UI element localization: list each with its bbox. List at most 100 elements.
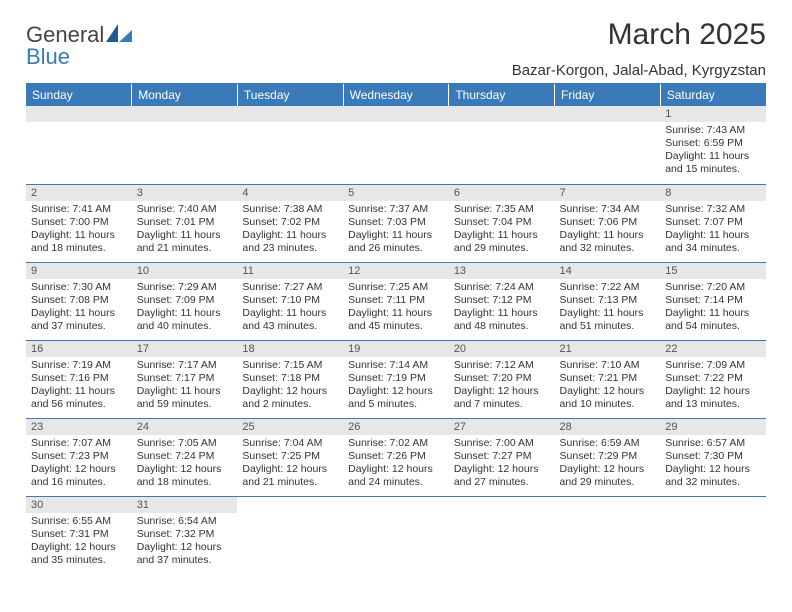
day-details: Sunrise: 6:55 AMSunset: 7:31 PMDaylight:… — [26, 513, 132, 570]
calendar-day-cell: 18Sunrise: 7:15 AMSunset: 7:18 PMDayligh… — [237, 340, 343, 418]
day-details: Sunrise: 7:43 AMSunset: 6:59 PMDaylight:… — [660, 122, 766, 179]
day-number: 12 — [343, 263, 449, 279]
calendar-week-row: 9Sunrise: 7:30 AMSunset: 7:08 PMDaylight… — [26, 262, 766, 340]
sunrise-text: Sunrise: 7:35 AM — [454, 203, 550, 216]
sunset-text: Sunset: 7:06 PM — [560, 216, 656, 229]
sunset-text: Sunset: 7:25 PM — [242, 450, 338, 463]
day-number: 7 — [555, 185, 661, 201]
daylight-text: Daylight: 11 hours and 23 minutes. — [242, 229, 338, 255]
calendar-day-cell: 3Sunrise: 7:40 AMSunset: 7:01 PMDaylight… — [132, 184, 238, 262]
sunrise-text: Sunrise: 7:07 AM — [31, 437, 127, 450]
calendar-day-cell: 14Sunrise: 7:22 AMSunset: 7:13 PMDayligh… — [555, 262, 661, 340]
calendar-day-cell: 20Sunrise: 7:12 AMSunset: 7:20 PMDayligh… — [449, 340, 555, 418]
sunrise-text: Sunrise: 7:15 AM — [242, 359, 338, 372]
calendar-day-cell: 5Sunrise: 7:37 AMSunset: 7:03 PMDaylight… — [343, 184, 449, 262]
sunset-text: Sunset: 7:26 PM — [348, 450, 444, 463]
sunset-text: Sunset: 7:01 PM — [137, 216, 233, 229]
calendar-day-cell: 9Sunrise: 7:30 AMSunset: 7:08 PMDaylight… — [26, 262, 132, 340]
calendar-day-cell: 25Sunrise: 7:04 AMSunset: 7:25 PMDayligh… — [237, 418, 343, 496]
daylight-text: Daylight: 11 hours and 21 minutes. — [137, 229, 233, 255]
sunrise-text: Sunrise: 7:17 AM — [137, 359, 233, 372]
day-details: Sunrise: 7:38 AMSunset: 7:02 PMDaylight:… — [237, 201, 343, 258]
day-number: 26 — [343, 419, 449, 435]
calendar-day-cell: 2Sunrise: 7:41 AMSunset: 7:00 PMDaylight… — [26, 184, 132, 262]
calendar-day-cell: 24Sunrise: 7:05 AMSunset: 7:24 PMDayligh… — [132, 418, 238, 496]
day-number-empty — [26, 106, 132, 122]
day-number: 14 — [555, 263, 661, 279]
sunset-text: Sunset: 7:00 PM — [31, 216, 127, 229]
calendar-body: 1Sunrise: 7:43 AMSunset: 6:59 PMDaylight… — [26, 106, 766, 574]
calendar-day-cell: 4Sunrise: 7:38 AMSunset: 7:02 PMDaylight… — [237, 184, 343, 262]
day-details: Sunrise: 7:20 AMSunset: 7:14 PMDaylight:… — [660, 279, 766, 336]
sunrise-text: Sunrise: 7:43 AM — [665, 124, 761, 137]
calendar-day-cell: 12Sunrise: 7:25 AMSunset: 7:11 PMDayligh… — [343, 262, 449, 340]
daylight-text: Daylight: 12 hours and 37 minutes. — [137, 541, 233, 567]
weekday-header-row: SundayMondayTuesdayWednesdayThursdayFrid… — [26, 84, 766, 106]
sunrise-text: Sunrise: 7:14 AM — [348, 359, 444, 372]
day-number: 27 — [449, 419, 555, 435]
weekday-header: Saturday — [660, 84, 766, 106]
day-number-empty — [132, 106, 238, 122]
calendar-day-cell — [237, 106, 343, 184]
day-number: 1 — [660, 106, 766, 122]
sunrise-text: Sunrise: 7:32 AM — [665, 203, 761, 216]
day-number: 20 — [449, 341, 555, 357]
calendar-day-cell — [237, 496, 343, 574]
calendar-day-cell — [555, 106, 661, 184]
sunrise-text: Sunrise: 7:27 AM — [242, 281, 338, 294]
daylight-text: Daylight: 12 hours and 29 minutes. — [560, 463, 656, 489]
sunrise-text: Sunrise: 7:24 AM — [454, 281, 550, 294]
sunrise-text: Sunrise: 7:38 AM — [242, 203, 338, 216]
daylight-text: Daylight: 12 hours and 10 minutes. — [560, 385, 656, 411]
day-number: 31 — [132, 497, 238, 513]
daylight-text: Daylight: 11 hours and 59 minutes. — [137, 385, 233, 411]
day-details: Sunrise: 7:22 AMSunset: 7:13 PMDaylight:… — [555, 279, 661, 336]
daylight-text: Daylight: 12 hours and 13 minutes. — [665, 385, 761, 411]
daylight-text: Daylight: 12 hours and 24 minutes. — [348, 463, 444, 489]
page-title: March 2025 — [512, 18, 766, 52]
calendar-table: SundayMondayTuesdayWednesdayThursdayFrid… — [26, 84, 766, 574]
daylight-text: Daylight: 11 hours and 54 minutes. — [665, 307, 761, 333]
sunset-text: Sunset: 7:17 PM — [137, 372, 233, 385]
day-details: Sunrise: 7:00 AMSunset: 7:27 PMDaylight:… — [449, 435, 555, 492]
sunset-text: Sunset: 7:13 PM — [560, 294, 656, 307]
daylight-text: Daylight: 12 hours and 32 minutes. — [665, 463, 761, 489]
sunset-text: Sunset: 7:16 PM — [31, 372, 127, 385]
daylight-text: Daylight: 11 hours and 34 minutes. — [665, 229, 761, 255]
calendar-day-cell: 26Sunrise: 7:02 AMSunset: 7:26 PMDayligh… — [343, 418, 449, 496]
day-number: 6 — [449, 185, 555, 201]
calendar-day-cell — [343, 496, 449, 574]
day-number: 11 — [237, 263, 343, 279]
sunset-text: Sunset: 7:29 PM — [560, 450, 656, 463]
day-details: Sunrise: 6:57 AMSunset: 7:30 PMDaylight:… — [660, 435, 766, 492]
sunset-text: Sunset: 7:11 PM — [348, 294, 444, 307]
daylight-text: Daylight: 12 hours and 5 minutes. — [348, 385, 444, 411]
day-number: 5 — [343, 185, 449, 201]
sunset-text: Sunset: 7:19 PM — [348, 372, 444, 385]
calendar-day-cell: 11Sunrise: 7:27 AMSunset: 7:10 PMDayligh… — [237, 262, 343, 340]
daylight-text: Daylight: 11 hours and 48 minutes. — [454, 307, 550, 333]
calendar-day-cell: 7Sunrise: 7:34 AMSunset: 7:06 PMDaylight… — [555, 184, 661, 262]
daylight-text: Daylight: 11 hours and 56 minutes. — [31, 385, 127, 411]
day-details: Sunrise: 7:24 AMSunset: 7:12 PMDaylight:… — [449, 279, 555, 336]
day-details: Sunrise: 7:30 AMSunset: 7:08 PMDaylight:… — [26, 279, 132, 336]
weekday-header: Tuesday — [237, 84, 343, 106]
sunrise-text: Sunrise: 7:22 AM — [560, 281, 656, 294]
day-number: 23 — [26, 419, 132, 435]
day-number: 18 — [237, 341, 343, 357]
calendar-day-cell — [449, 106, 555, 184]
day-number: 29 — [660, 419, 766, 435]
calendar-day-cell: 10Sunrise: 7:29 AMSunset: 7:09 PMDayligh… — [132, 262, 238, 340]
day-details: Sunrise: 7:14 AMSunset: 7:19 PMDaylight:… — [343, 357, 449, 414]
calendar-week-row: 2Sunrise: 7:41 AMSunset: 7:00 PMDaylight… — [26, 184, 766, 262]
logo-text: GeneralBlue — [26, 24, 132, 68]
weekday-header: Friday — [555, 84, 661, 106]
weekday-header: Monday — [132, 84, 238, 106]
day-details: Sunrise: 7:41 AMSunset: 7:00 PMDaylight:… — [26, 201, 132, 258]
daylight-text: Daylight: 12 hours and 2 minutes. — [242, 385, 338, 411]
day-details: Sunrise: 7:37 AMSunset: 7:03 PMDaylight:… — [343, 201, 449, 258]
day-details: Sunrise: 7:19 AMSunset: 7:16 PMDaylight:… — [26, 357, 132, 414]
day-number: 22 — [660, 341, 766, 357]
sunset-text: Sunset: 7:04 PM — [454, 216, 550, 229]
daylight-text: Daylight: 11 hours and 26 minutes. — [348, 229, 444, 255]
